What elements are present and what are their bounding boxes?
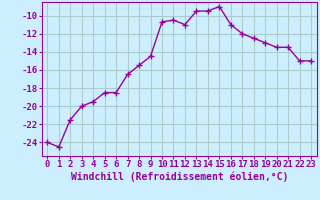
X-axis label: Windchill (Refroidissement éolien,°C): Windchill (Refroidissement éolien,°C) <box>70 172 288 182</box>
